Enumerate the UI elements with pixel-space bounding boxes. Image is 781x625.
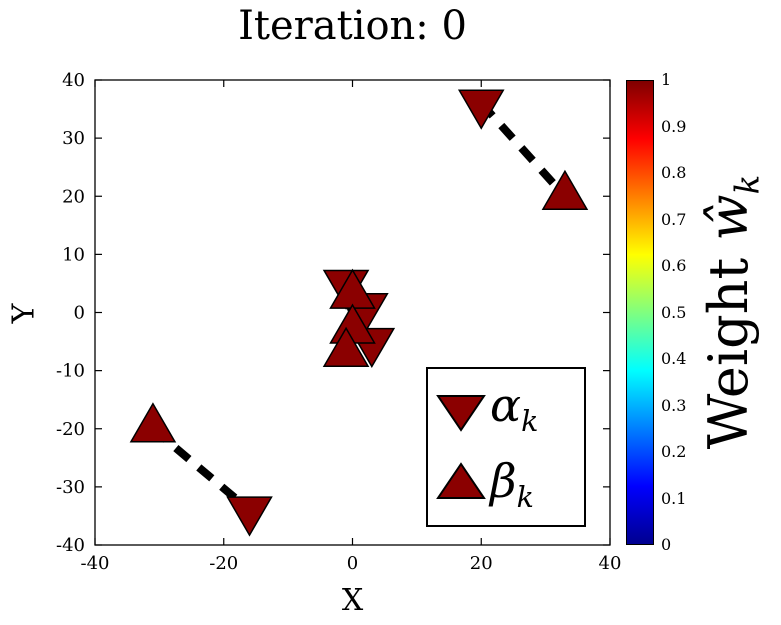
x-tick-label: -40 xyxy=(81,553,110,574)
colorbar xyxy=(626,80,654,545)
colorbar-label-sub: k xyxy=(728,174,767,195)
colorbar-tick-label: 0.8 xyxy=(661,163,687,182)
y-axis-label: Y xyxy=(6,303,42,324)
colorbar-tick-label: 0.5 xyxy=(661,302,687,322)
colorbar-tick-label: 0.6 xyxy=(661,256,687,275)
legend-label-beta-sub: k xyxy=(516,480,534,514)
x-tick-label: 20 xyxy=(470,553,493,574)
x-axis-label: X xyxy=(341,583,364,618)
y-tick-label: 0 xyxy=(74,303,85,324)
colorbar-tick-label: 0.9 xyxy=(661,116,687,136)
y-tick-label: 40 xyxy=(62,70,85,91)
y-tick-label: 20 xyxy=(62,186,85,207)
colorbar-label-prefix: Weight xyxy=(696,240,760,450)
pair-link-line xyxy=(478,100,568,199)
marker-triangle-down xyxy=(226,496,273,537)
colorbar-tick-label: 0.7 xyxy=(661,209,687,229)
legend-label-alpha: αk xyxy=(490,382,538,437)
y-tick-label: 30 xyxy=(62,128,85,149)
colorbar-tick-label: 0.3 xyxy=(661,395,687,415)
y-tick-label: -10 xyxy=(56,361,85,382)
marker-triangle-up xyxy=(541,169,589,210)
legend-label-alpha-base: α xyxy=(490,377,522,432)
x-tick-label: -20 xyxy=(209,553,238,574)
legend-label-beta-base: β xyxy=(490,453,517,508)
chart-title: Iteration: 0 xyxy=(238,3,467,49)
y-tick-label: -40 xyxy=(56,535,85,556)
colorbar-tick-label: 0.4 xyxy=(661,349,687,368)
marker-triangle-down xyxy=(457,89,505,130)
marker-triangle-up xyxy=(322,326,370,367)
legend-item-alpha: αk xyxy=(434,382,578,437)
y-tick-label: 10 xyxy=(62,244,85,265)
legend-label-beta: βk xyxy=(490,458,534,513)
colorbar-tick-label: 0.1 xyxy=(661,488,687,508)
colorbar-tick-label: 0 xyxy=(661,535,672,554)
triangle-up-icon xyxy=(436,462,486,499)
colorbar-label: Weight ŵk xyxy=(697,174,767,449)
colorbar-tick-label: 0.2 xyxy=(661,442,687,461)
legend-item-beta: βk xyxy=(434,458,578,513)
legend: αk βk xyxy=(426,367,586,527)
y-tick-label: -30 xyxy=(56,477,85,498)
x-tick-label: 0 xyxy=(347,553,358,574)
y-tick-label: -20 xyxy=(56,419,85,440)
marker-triangle-up xyxy=(129,402,177,443)
legend-label-alpha-sub: k xyxy=(521,404,539,438)
triangle-down-icon xyxy=(436,394,486,432)
colorbar-tick-label: 1 xyxy=(661,70,672,89)
colorbar-label-math: ŵ xyxy=(696,194,760,241)
x-tick-label: 40 xyxy=(599,553,622,574)
